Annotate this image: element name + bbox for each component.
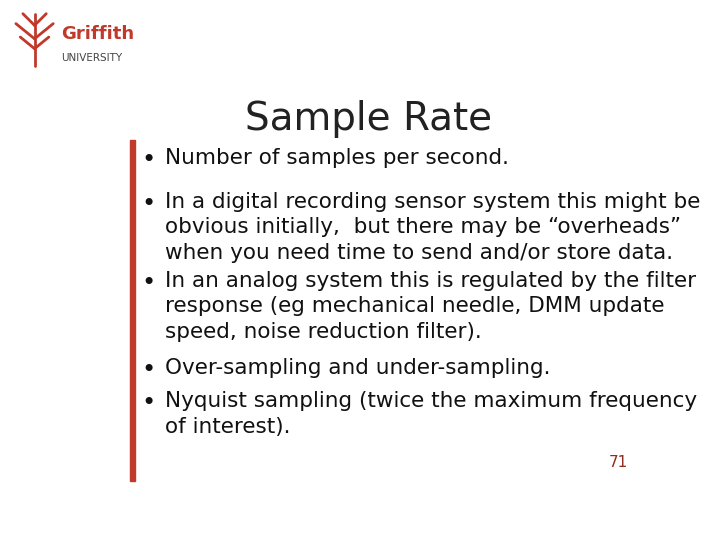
Text: •: •	[141, 192, 156, 215]
Text: Number of samples per second.: Number of samples per second.	[166, 148, 509, 168]
Text: Griffith: Griffith	[61, 25, 135, 43]
Text: •: •	[141, 391, 156, 415]
Text: •: •	[141, 148, 156, 172]
Bar	[130, 140, 135, 481]
Text: •: •	[141, 358, 156, 382]
Text: Nyquist sampling (twice the maximum frequency
of interest).: Nyquist sampling (twice the maximum freq…	[166, 391, 698, 437]
Text: In an analog system this is regulated by the filter
response (eg mechanical need: In an analog system this is regulated by…	[166, 271, 696, 342]
Text: Sample Rate: Sample Rate	[246, 100, 492, 138]
Text: In a digital recording sensor system this might be
obvious initially,  but there: In a digital recording sensor system thi…	[166, 192, 701, 263]
Text: Over-sampling and under-sampling.: Over-sampling and under-sampling.	[166, 358, 551, 378]
Text: 71: 71	[609, 455, 629, 470]
Text: UNIVERSITY: UNIVERSITY	[61, 53, 122, 63]
Text: •: •	[141, 271, 156, 295]
